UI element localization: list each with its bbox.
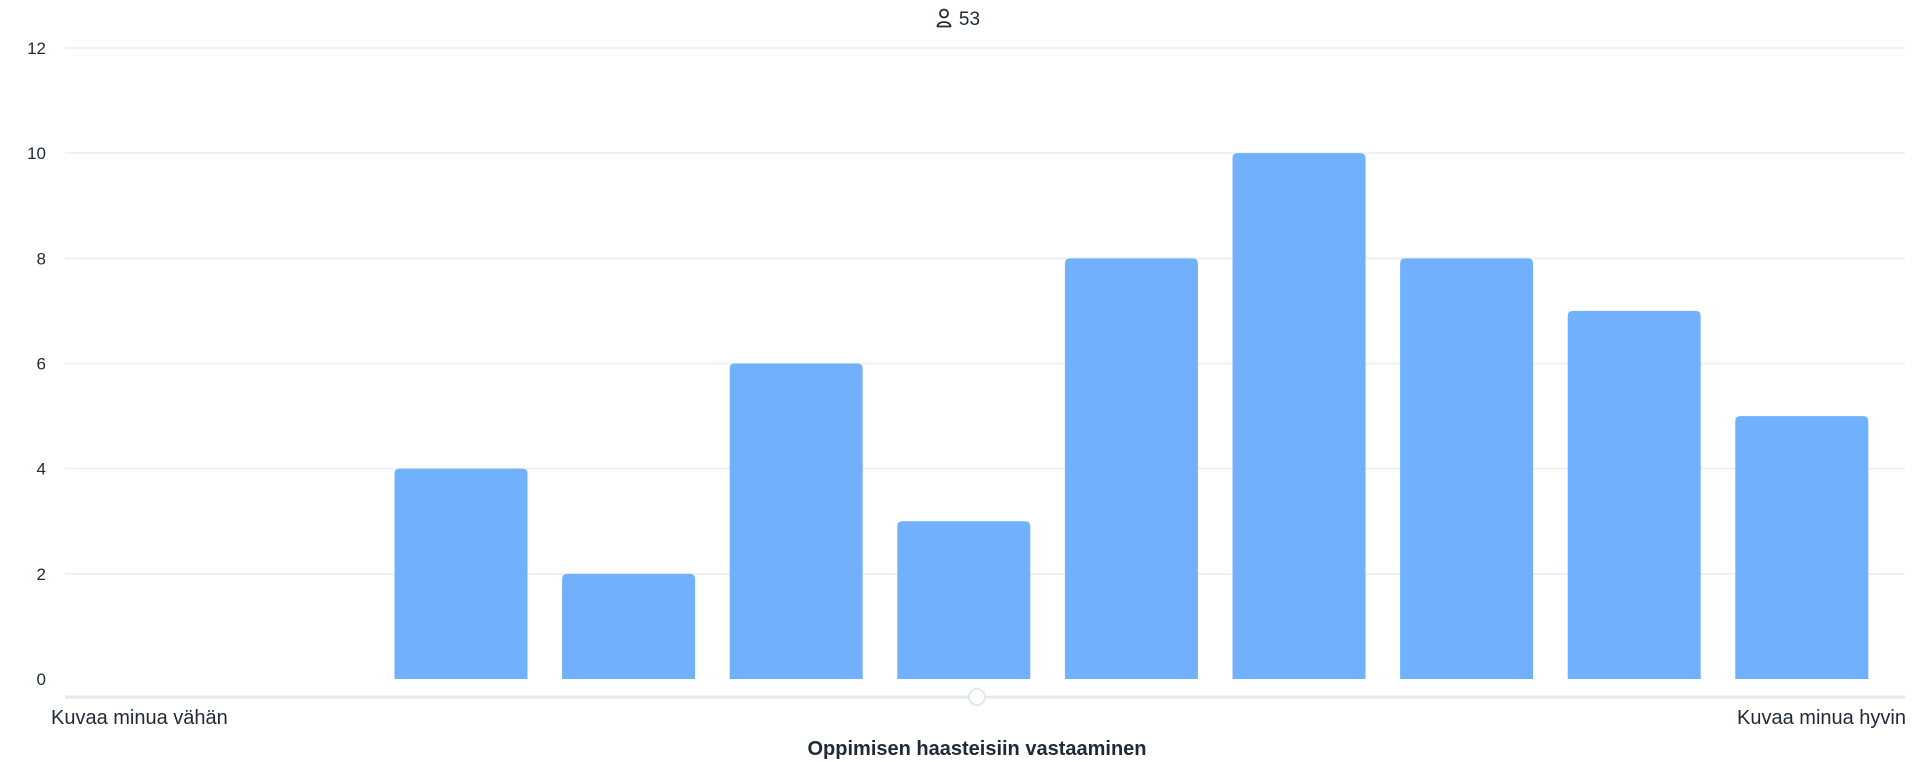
bar-8[interactable]: [1232, 153, 1366, 679]
y-axis-ticks: 0 2 4 6 8 10 12: [27, 39, 46, 689]
bar-6[interactable]: [897, 521, 1031, 679]
bar-9[interactable]: [1400, 258, 1534, 679]
respondent-count-value: 53: [958, 9, 981, 30]
y-tick-label: 12: [27, 39, 46, 58]
bars: [394, 153, 1869, 680]
bar-7[interactable]: [1064, 258, 1198, 679]
x-axis-left-label: Kuvaa minua vähän: [51, 707, 228, 729]
bar-10[interactable]: [1567, 310, 1701, 679]
x-axis-midpoint-handle[interactable]: [968, 688, 986, 706]
respondent-count: 53: [0, 8, 1915, 31]
x-axis-right-label: Kuvaa minua hyvin: [1737, 707, 1906, 729]
x-axis-title: Oppimisen haasteisiin vastaaminen: [807, 738, 1146, 760]
bar-3[interactable]: [394, 468, 528, 679]
y-tick-label: 4: [37, 460, 46, 479]
person-icon: [936, 8, 952, 28]
y-tick-label: 8: [37, 249, 46, 268]
bar-5[interactable]: [729, 363, 863, 680]
y-tick-label: 2: [37, 565, 46, 584]
y-tick-label: 6: [37, 355, 46, 374]
bar-11[interactable]: [1735, 416, 1869, 679]
y-tick-label: 0: [37, 670, 46, 689]
bar-4[interactable]: [562, 573, 696, 679]
y-tick-label: 10: [27, 144, 46, 163]
